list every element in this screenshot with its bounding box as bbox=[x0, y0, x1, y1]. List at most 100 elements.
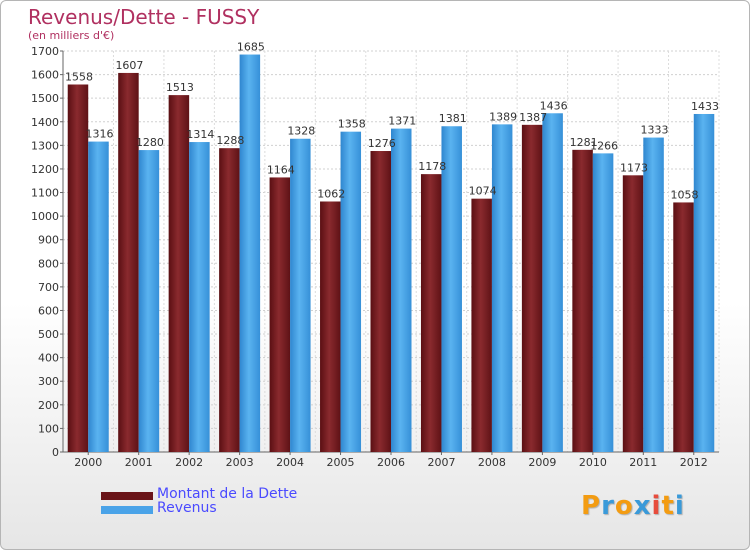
data-label-dette: 1558 bbox=[65, 70, 93, 83]
x-tick-label: 2003 bbox=[226, 456, 254, 469]
x-tick-label: 2000 bbox=[74, 456, 102, 469]
x-tick-label: 2001 bbox=[125, 456, 153, 469]
y-tick-label: 500 bbox=[38, 328, 59, 341]
bar-revenus bbox=[441, 126, 462, 453]
y-tick-label: 1500 bbox=[31, 92, 59, 105]
data-label-revenus: 1316 bbox=[85, 128, 113, 141]
bar-revenus bbox=[693, 113, 715, 452]
bar-dette bbox=[521, 124, 543, 452]
data-label-revenus: 1358 bbox=[338, 118, 366, 131]
bar-revenus bbox=[138, 150, 160, 452]
bar-dette bbox=[269, 177, 291, 453]
data-label-dette: 1058 bbox=[671, 188, 699, 201]
legend-label-revenus: Revenus bbox=[157, 500, 217, 516]
bar-dette bbox=[168, 95, 190, 453]
data-labels: 1558 1316 1607 1280 1513 1314 1288 1685 1164 1328… bbox=[65, 41, 719, 202]
logo-letter: P bbox=[581, 491, 602, 521]
x-tick-label: 2008 bbox=[478, 456, 506, 469]
x-tick-label: 2009 bbox=[528, 456, 556, 469]
chart-title: Revenus/Dette - FUSSY bbox=[28, 5, 260, 29]
data-label-dette: 1173 bbox=[620, 161, 648, 174]
legend-swatch-dette bbox=[101, 492, 153, 500]
x-tick-label: 2007 bbox=[427, 456, 455, 469]
logo-letter: x bbox=[633, 491, 652, 521]
bar-revenus bbox=[239, 54, 261, 452]
x-tick-label: 2005 bbox=[327, 456, 355, 469]
y-tick-label: 400 bbox=[38, 352, 59, 365]
bar-dette bbox=[219, 148, 240, 452]
data-label-revenus: 1371 bbox=[388, 115, 416, 128]
bar-dette bbox=[118, 72, 139, 452]
axes: 0 100 200 300 400 500 600 700 800 900 1000 1100 1200… bbox=[31, 45, 719, 469]
y-tick-label: 600 bbox=[38, 304, 59, 317]
y-tick-label: 0 bbox=[52, 446, 59, 459]
y-tick-label: 800 bbox=[38, 257, 59, 270]
data-label-dette: 1062 bbox=[317, 187, 345, 200]
data-label-dette: 1281 bbox=[570, 136, 598, 149]
y-tick-label: 1000 bbox=[31, 210, 59, 223]
y-tick-label: 100 bbox=[38, 422, 59, 435]
bars bbox=[67, 54, 715, 453]
y-tick-label: 1100 bbox=[31, 187, 59, 200]
y-tick-label: 200 bbox=[38, 399, 59, 412]
data-label-dette: 1387 bbox=[519, 111, 547, 124]
bar-revenus bbox=[290, 138, 311, 452]
bar-revenus bbox=[391, 128, 412, 452]
y-tick-label: 900 bbox=[38, 234, 59, 247]
data-label-revenus: 1381 bbox=[439, 112, 467, 125]
bar-dette bbox=[673, 202, 694, 452]
data-label-revenus: 1266 bbox=[590, 139, 618, 152]
x-tick-label: 2011 bbox=[629, 456, 657, 469]
bar-dette bbox=[572, 149, 593, 452]
bar-dette bbox=[67, 84, 89, 452]
bar-revenus bbox=[643, 137, 664, 452]
x-tick-label: 2004 bbox=[276, 456, 304, 469]
data-label-revenus: 1280 bbox=[136, 136, 164, 149]
data-label-dette: 1513 bbox=[166, 81, 194, 94]
data-label-revenus: 1433 bbox=[691, 100, 719, 113]
proxiti-logo: Proxiti bbox=[581, 491, 685, 521]
bar-dette bbox=[420, 174, 442, 452]
data-label-revenus: 1314 bbox=[186, 128, 214, 141]
y-tick-label: 700 bbox=[38, 281, 59, 294]
y-tick-label: 1400 bbox=[31, 116, 59, 129]
y-tick-label: 300 bbox=[38, 375, 59, 388]
data-label-dette: 1074 bbox=[469, 185, 497, 198]
logo-letter: r bbox=[601, 491, 615, 521]
y-tick-label: 1200 bbox=[31, 163, 59, 176]
bar-dette bbox=[370, 151, 391, 453]
legend-swatch-revenus bbox=[101, 506, 153, 514]
logo-letter: t bbox=[661, 491, 675, 521]
bar-revenus bbox=[88, 141, 109, 452]
chart-subtitle: (en milliers d'€) bbox=[28, 29, 115, 42]
legend-label-dette: Montant de la Dette bbox=[157, 486, 298, 502]
data-label-revenus: 1333 bbox=[641, 124, 669, 137]
y-tick-label: 1600 bbox=[31, 69, 59, 82]
data-label-dette: 1276 bbox=[368, 137, 396, 150]
data-label-revenus: 1389 bbox=[489, 110, 517, 123]
x-tick-label: 2006 bbox=[377, 456, 405, 469]
bar-dette bbox=[622, 175, 644, 452]
logo-letter: o bbox=[614, 491, 634, 521]
x-tick-label: 2002 bbox=[175, 456, 203, 469]
bar-revenus bbox=[542, 113, 563, 452]
data-label-revenus: 1685 bbox=[237, 41, 265, 54]
bar-dette bbox=[471, 198, 492, 452]
logo-letter: i bbox=[674, 491, 685, 521]
data-label-dette: 1288 bbox=[216, 134, 244, 147]
y-tick-label: 1300 bbox=[31, 139, 59, 152]
bar-revenus bbox=[189, 142, 210, 452]
bar-revenus bbox=[592, 153, 614, 453]
x-tick-label: 2012 bbox=[680, 456, 708, 469]
x-tick-label: 2010 bbox=[579, 456, 607, 469]
data-label-dette: 1607 bbox=[115, 59, 143, 72]
data-label-revenus: 1436 bbox=[540, 99, 568, 112]
bar-dette bbox=[320, 201, 341, 452]
data-label-dette: 1178 bbox=[418, 160, 446, 173]
data-label-revenus: 1328 bbox=[287, 125, 315, 138]
data-label-dette: 1164 bbox=[267, 163, 295, 176]
logo-letter: i bbox=[651, 491, 662, 521]
bar-revenus bbox=[340, 131, 362, 453]
